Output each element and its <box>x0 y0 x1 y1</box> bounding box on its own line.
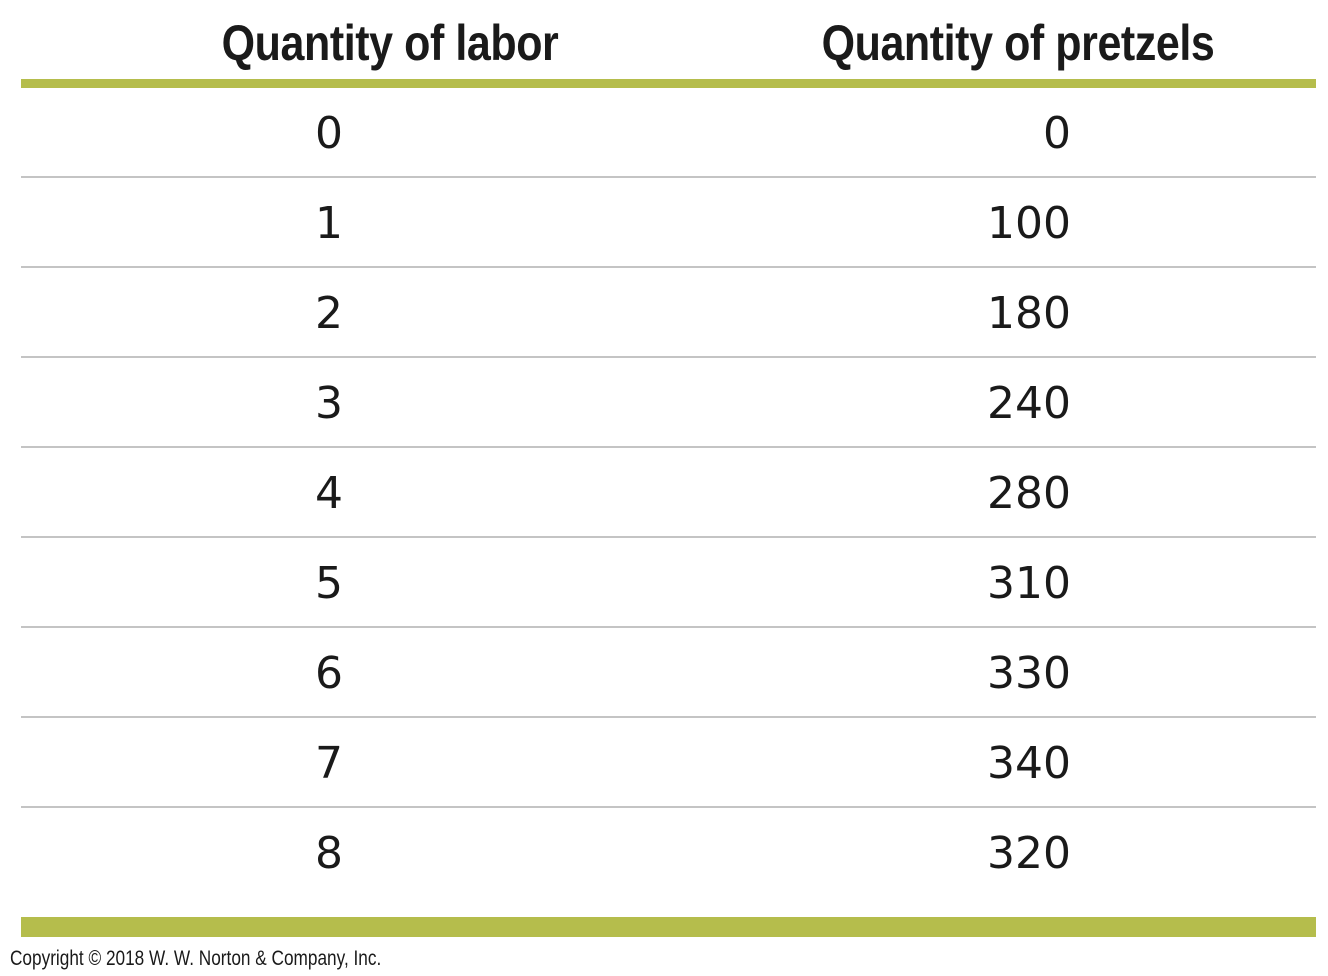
header-quantity-of-labor: Quantity of labor <box>221 15 559 71</box>
table-row: 0 0 <box>21 88 1316 178</box>
row-divider <box>21 266 1316 268</box>
labor-cell: 8 <box>315 828 343 879</box>
table-row: 2 180 <box>21 268 1316 358</box>
pretzels-cell: 340 <box>987 738 1071 789</box>
pretzels-cell: 100 <box>987 198 1071 249</box>
row-divider <box>21 536 1316 538</box>
row-divider <box>21 716 1316 718</box>
table-row: 1 100 <box>21 178 1316 268</box>
row-divider <box>21 356 1316 358</box>
top-accent-bar <box>21 79 1316 88</box>
table-header: Quantity of labor Quantity of pretzels <box>0 0 1328 80</box>
bottom-accent-bar <box>21 917 1316 937</box>
labor-cell: 2 <box>315 288 343 339</box>
pretzels-cell: 310 <box>987 558 1071 609</box>
pretzels-cell: 0 <box>1043 108 1071 159</box>
table-row: 3 240 <box>21 358 1316 448</box>
labor-cell: 5 <box>315 558 343 609</box>
table-row: 8 320 <box>21 808 1316 898</box>
table-row: 4 280 <box>21 448 1316 538</box>
row-divider <box>21 176 1316 178</box>
row-divider <box>21 446 1316 448</box>
table-body: 0 0 1 100 2 180 3 240 4 280 5 310 6 330 … <box>21 88 1316 898</box>
pretzels-cell: 180 <box>987 288 1071 339</box>
row-divider <box>21 806 1316 808</box>
pretzels-cell: 280 <box>987 468 1071 519</box>
labor-cell: 3 <box>315 378 343 429</box>
labor-cell: 6 <box>315 648 343 699</box>
table-row: 5 310 <box>21 538 1316 628</box>
row-divider <box>21 626 1316 628</box>
labor-cell: 1 <box>315 198 343 249</box>
labor-cell: 7 <box>315 738 343 789</box>
pretzels-cell: 320 <box>987 828 1071 879</box>
labor-cell: 4 <box>315 468 343 519</box>
labor-cell: 0 <box>315 108 343 159</box>
table-row: 6 330 <box>21 628 1316 718</box>
header-quantity-of-pretzels: Quantity of pretzels <box>821 15 1215 71</box>
table-row: 7 340 <box>21 718 1316 808</box>
pretzels-cell: 240 <box>987 378 1071 429</box>
copyright-notice: Copyright © 2018 W. W. Norton & Company,… <box>10 947 382 970</box>
pretzels-cell: 330 <box>987 648 1071 699</box>
